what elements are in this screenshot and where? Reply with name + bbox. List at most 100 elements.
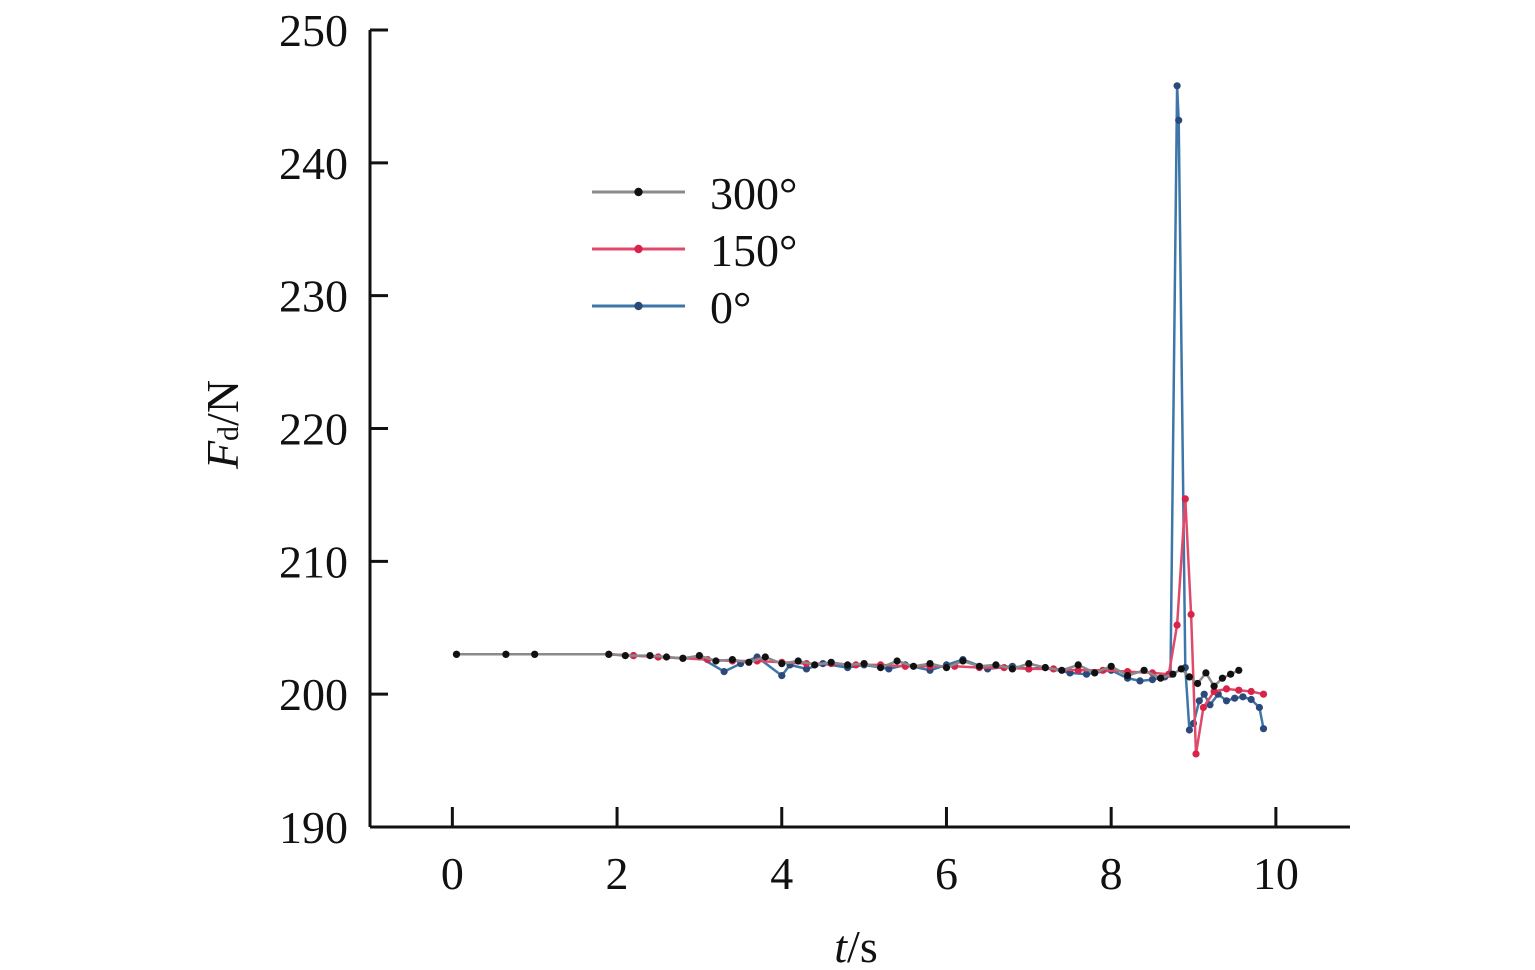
y-tick-label-230: 230 [279,271,348,322]
data-point [646,652,654,660]
y-tick-label-200: 200 [279,669,348,720]
legend-item-2: 0° [592,282,751,333]
data-point [794,657,802,665]
series-line-0 [456,653,1240,688]
legend-label-2: 0° [710,282,751,333]
y-axis-label: Fd/N [197,380,248,470]
y-tick-label-250: 250 [279,5,348,56]
data-point [1025,660,1033,668]
data-point [1177,665,1185,673]
data-point [1231,694,1239,702]
data-point [1247,695,1255,704]
data-point [679,654,687,662]
data-point [1222,685,1231,693]
data-point [811,661,819,669]
data-point [802,665,811,673]
data-point [926,660,934,668]
data-point [728,656,737,664]
data-point [1222,697,1231,705]
series-line-1 [456,497,1264,756]
data-point [761,653,769,661]
data-point [1091,669,1099,677]
data-point [1235,686,1243,694]
legend-swatch-marker [634,244,643,254]
data-point [844,661,852,669]
data-point [778,672,786,680]
data-point [720,668,728,676]
data-point [1235,666,1243,674]
y-tick-label-190: 190 [279,802,348,853]
series-layer [452,82,1268,758]
data-point [1185,726,1193,734]
data-point [1082,670,1091,678]
data-point [992,661,1000,669]
series-1 [452,495,1268,758]
data-point [1140,666,1148,674]
data-point [1199,703,1207,712]
data-point [1169,670,1177,678]
data-point [1181,495,1189,503]
data-point [1239,693,1247,701]
data-point [1124,672,1132,680]
y-tick-label-210: 210 [279,536,348,587]
data-point [893,657,901,665]
y-tick-label-220: 220 [279,404,348,455]
data-point [502,650,510,658]
data-point [778,660,786,668]
data-point [1259,690,1268,698]
data-point [745,658,753,666]
data-point [1173,82,1181,90]
data-point [1195,697,1203,705]
legend-swatch-marker [634,301,643,311]
data-point [531,650,539,658]
legend-label-0: 300° [710,168,797,219]
data-point [827,658,835,666]
data-point [1148,676,1156,684]
data-point [712,657,720,665]
data-point [959,657,967,665]
tick-labels: 190 200 210 220 230 240 250 0 2 4 6 8 10 [279,5,1299,899]
legend-swatch-marker [634,187,643,197]
data-point [1218,674,1226,682]
data-point [1202,669,1210,677]
data-point [1157,674,1165,682]
data-point [885,665,893,673]
legend-item-1: 150° [592,225,797,276]
x-axis-label-var: t [834,921,848,970]
data-point [1173,621,1181,629]
series-2 [452,82,1268,734]
legend-label-1: 150° [710,225,797,276]
data-point [909,662,918,670]
data-point [1210,687,1218,696]
data-point [860,660,868,668]
data-point [621,652,629,660]
legend: 300° 150° 0° [592,168,797,333]
y-axis-label-sub: d [212,426,245,441]
data-point [1136,677,1144,685]
x-axis-label: t/s [834,921,877,970]
data-point [1206,701,1214,709]
data-point [1200,690,1208,698]
tick-marks [370,28,1278,829]
data-point [1259,725,1268,733]
data-point [452,650,461,658]
x-tick-label-2: 2 [606,848,629,899]
data-point [1255,703,1263,712]
y-axis-label-var: F [197,440,248,470]
x-tick-label-10: 10 [1253,848,1299,899]
data-point [1074,666,1082,674]
data-point [605,650,613,658]
data-point [1192,750,1200,758]
legend-item-0: 300° [592,168,797,219]
data-point [1008,665,1017,673]
data-point [877,664,885,672]
x-tick-label-6: 6 [935,848,958,899]
x-tick-label-4: 4 [770,848,793,899]
data-point [695,652,704,660]
data-point [1210,682,1218,690]
data-point [1194,679,1202,688]
data-point [1175,116,1183,124]
data-point [975,662,984,670]
series-0 [452,650,1243,690]
